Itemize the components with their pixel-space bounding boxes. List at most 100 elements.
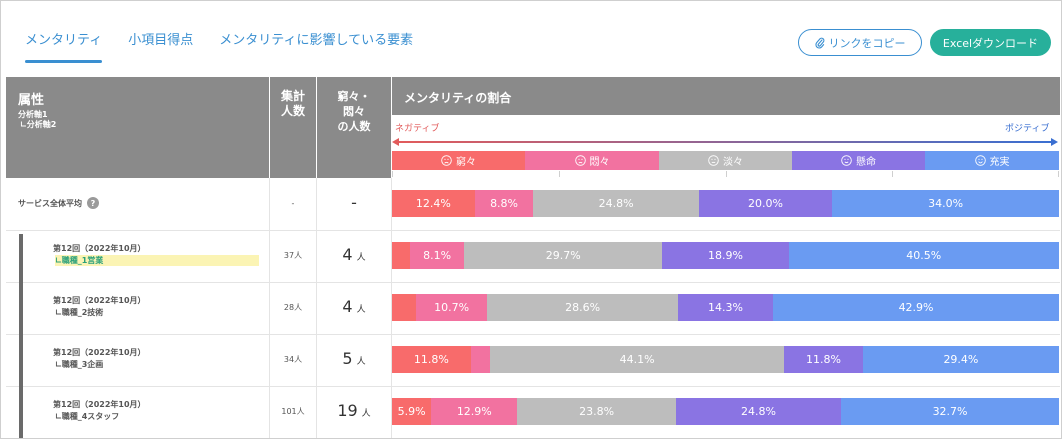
- scale-line: [397, 141, 1052, 143]
- row-divider: [6, 386, 1060, 387]
- row-count: 34人: [283, 355, 303, 364]
- bar-segment-sad: 12.9%: [431, 398, 518, 425]
- bar-segment-happy: 42.9%: [773, 294, 1059, 321]
- row-distressed-value: 4: [342, 297, 353, 316]
- neutral-face-icon: [708, 155, 719, 166]
- legend-2: 悶々: [525, 151, 659, 170]
- frown-face-icon: [441, 155, 452, 166]
- bar-segment-neutral: 23.8%: [517, 398, 676, 425]
- category-legend: 窮々 悶々 淡々 懸命 充実: [392, 151, 1059, 170]
- row-period-label: 第12回（2022年10月）: [53, 348, 146, 357]
- column-divider: [269, 178, 270, 438]
- header-count: 集計 人数: [270, 77, 316, 178]
- bar-segment-neutral: 28.6%: [487, 294, 678, 321]
- legend-1: 窮々: [392, 151, 525, 170]
- bar-segment-frown: 5.9%: [392, 398, 432, 425]
- average-count: -: [291, 199, 295, 208]
- legend-4: 懸命: [792, 151, 925, 170]
- row-divider: [6, 282, 1060, 283]
- tab-mentality-factors[interactable]: メンタリティに影響している要素: [219, 33, 414, 48]
- row-ratio-bar: 8.1% 29.7% 18.9% 40.5%: [392, 242, 1059, 269]
- bar-segment-sad: 10.7%: [415, 294, 488, 321]
- legend-5: 充実: [925, 151, 1059, 170]
- tab-mentality[interactable]: メンタリティ: [25, 29, 103, 63]
- bar-segment-happy: 40.5%: [788, 242, 1059, 269]
- bar-segment-smile: 18.9%: [662, 242, 789, 269]
- sad-face-icon: [574, 155, 586, 166]
- row-ratio-bar: 10.7% 28.6% 14.3% 42.9%: [392, 294, 1059, 321]
- scale-tick: [559, 171, 560, 177]
- bar-segment-frown: 11.8%: [392, 346, 471, 373]
- header-axis2: ∟分析軸2: [20, 120, 57, 129]
- legend-label: 悶々: [589, 157, 610, 168]
- row-segment-label[interactable]: ∟職種_3企画: [55, 360, 104, 369]
- row-segment-label[interactable]: ∟職種_4スタッフ: [55, 412, 120, 421]
- bar-segment-neutral: 24.8%: [533, 190, 699, 217]
- legend-label: 窮々: [456, 157, 476, 168]
- bar-segment-sad: [470, 346, 491, 373]
- bar-segment-sad: 8.8%: [474, 190, 534, 217]
- column-divider: [391, 178, 392, 438]
- scale-right-arrow-icon: [1051, 138, 1058, 146]
- row-ratio-bar: 5.9% 12.9% 23.8% 24.8% 32.7%: [392, 398, 1059, 425]
- average-row-label: サービス全体平均 ?: [18, 197, 99, 209]
- bar-segment-frown: [392, 242, 411, 269]
- tab-sub-item-score[interactable]: 小項目得点: [128, 33, 194, 48]
- bar-segment-happy: 32.7%: [841, 398, 1059, 425]
- row-distressed-value: 4: [342, 245, 353, 264]
- bar-segment-sad: 8.1%: [410, 242, 465, 269]
- scale-positive-label: ポジティブ: [1005, 124, 1050, 134]
- scale-left-arrow-icon: [392, 138, 399, 146]
- row-segment-label[interactable]: ∟職種_2技術: [55, 308, 104, 317]
- bar-segment-smile: 20.0%: [698, 190, 833, 217]
- row-divider: [6, 334, 1060, 335]
- legend-label: 淡々: [723, 157, 743, 168]
- row-distressed-unit: 人: [361, 409, 371, 419]
- scale-tick: [892, 171, 893, 177]
- bar-segment-frown: 12.4%: [392, 190, 475, 217]
- row-distressed-unit: 人: [356, 253, 366, 263]
- legend-3: 淡々: [659, 151, 792, 170]
- row-ratio-bar: 11.8% 44.1% 11.8% 29.4%: [392, 346, 1059, 373]
- row-period-label: 第12回（2022年10月）: [53, 296, 146, 305]
- paperclip-icon: [814, 37, 825, 49]
- bar-segment-frown: [392, 294, 416, 321]
- bar-segment-happy: 29.4%: [862, 346, 1059, 373]
- row-distressed-value: 5: [342, 349, 353, 368]
- happy-face-icon: [974, 155, 986, 166]
- header-ratio: メンタリティの割合: [392, 77, 1060, 115]
- bar-segment-neutral: 44.1%: [490, 346, 785, 373]
- bar-segment-neutral: 29.7%: [464, 242, 663, 269]
- bar-segment-smile: 24.8%: [675, 398, 842, 425]
- tab-bar: メンタリティ 小項目得点 メンタリティに影響している要素: [25, 29, 439, 63]
- question-icon[interactable]: ?: [87, 197, 99, 209]
- row-distressed-unit: 人: [356, 357, 366, 367]
- bar-segment-smile: 14.3%: [677, 294, 774, 321]
- header-axis1: 分析軸1: [18, 110, 48, 119]
- scale-tick: [392, 171, 393, 177]
- excel-download-button[interactable]: Excelダウンロード: [930, 29, 1051, 56]
- row-segment-label[interactable]: ∟職種_1営業: [55, 255, 259, 266]
- scale-negative-label: ネガティブ: [395, 124, 440, 134]
- header-ratio-title: メンタリティの割合: [404, 91, 512, 105]
- copy-link-label: リンクをコピー: [828, 36, 906, 50]
- row-distressed: 19 人: [317, 401, 391, 420]
- row-period-label: 第12回（2022年10月）: [53, 400, 146, 409]
- header-attribute: 属性 分析軸1 ∟分析軸2: [6, 77, 269, 178]
- smile-face-icon: [841, 155, 852, 166]
- legend-label: 懸命: [856, 157, 876, 168]
- average-label-text: サービス全体平均: [18, 198, 82, 208]
- average-distressed: -: [351, 193, 357, 212]
- copy-link-button[interactable]: リンクをコピー: [798, 29, 922, 56]
- bar-segment-smile: 11.8%: [784, 346, 863, 373]
- row-count: 37人: [283, 251, 303, 260]
- header-distressed: 窮々・ 悶々 の人数: [317, 77, 391, 178]
- row-count: 28人: [283, 303, 303, 312]
- column-divider: [316, 178, 317, 438]
- average-ratio-bar: 12.4% 8.8% 24.8% 20.0% 34.0%: [392, 190, 1059, 217]
- row-divider: [6, 230, 1060, 231]
- scale-tick: [1058, 171, 1059, 177]
